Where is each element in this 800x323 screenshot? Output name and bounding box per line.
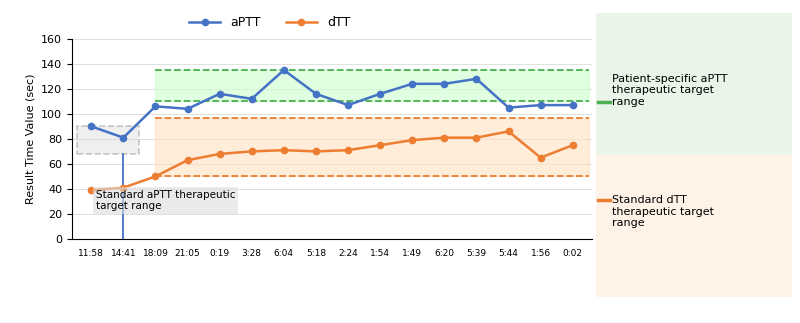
dTT [343,148,353,152]
dTT [311,150,321,153]
aPTT [439,82,449,86]
aPTT [86,124,96,128]
Y-axis label: Result Time Value (sec): Result Time Value (sec) [26,74,35,204]
aPTT [311,92,321,96]
aPTT [536,103,546,107]
dTT [279,148,289,152]
dTT [182,158,192,162]
aPTT [472,77,482,81]
aPTT [343,103,353,107]
dTT [472,136,482,140]
dTT [504,130,514,133]
Bar [77,126,139,154]
dTT [568,143,578,147]
aPTT [150,104,160,108]
dTT [375,143,385,147]
Legend: aPTT, dTT: aPTT, dTT [184,11,355,34]
dTT [536,156,546,160]
dTT [247,150,257,153]
dTT [150,174,160,178]
Line: dTT: dTT [88,128,576,193]
aPTT [375,92,385,96]
Text: Standard aPTT therapeutic
target range: Standard aPTT therapeutic target range [96,190,235,212]
dTT [407,138,417,142]
aPTT [118,136,128,140]
aPTT [182,107,192,111]
aPTT [407,82,417,86]
Text: Patient-specific aPTT
therapeutic target
range: Patient-specific aPTT therapeutic target… [612,74,727,107]
Text: Standard dTT
therapeutic target
range: Standard dTT therapeutic target range [612,195,714,228]
dTT [118,186,128,190]
aPTT [504,106,514,109]
dTT [86,188,96,192]
aPTT [279,68,289,72]
aPTT [215,92,225,96]
aPTT [247,97,257,101]
dTT [439,136,449,140]
Line: aPTT: aPTT [88,67,576,141]
aPTT [568,103,578,107]
dTT [215,152,225,156]
